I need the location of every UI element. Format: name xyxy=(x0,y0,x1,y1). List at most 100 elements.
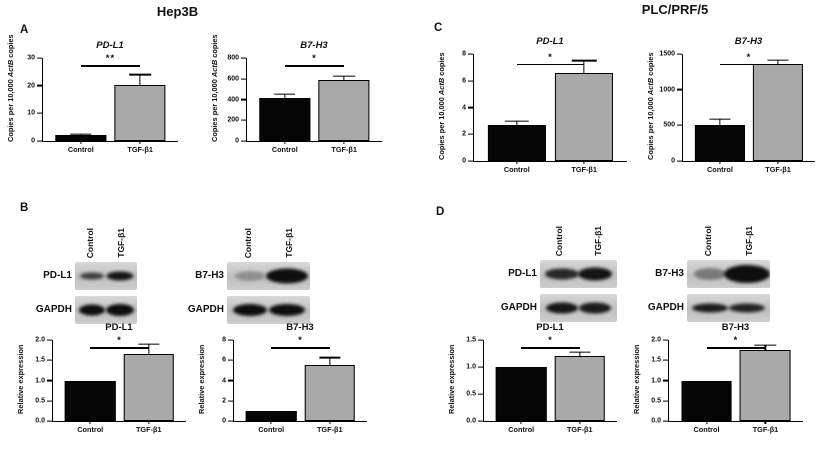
band-control xyxy=(79,304,106,316)
band-tgfb1 xyxy=(106,271,134,281)
y-tick-label: 1.5 xyxy=(466,336,476,344)
y-tick xyxy=(663,400,668,402)
bar-control xyxy=(694,124,746,161)
y-axis-label: Relative expression xyxy=(447,344,456,414)
x-tick xyxy=(329,421,331,424)
error-bar-cap xyxy=(767,59,789,62)
error-bar-cap xyxy=(70,133,92,135)
y-tick xyxy=(468,133,473,135)
x-tick xyxy=(89,421,91,424)
plot-area: 0 2 4 6 8 Control TGF-β1 * xyxy=(462,51,627,173)
y-tick xyxy=(677,89,682,91)
y-tick xyxy=(663,339,668,341)
error-bar xyxy=(148,344,150,355)
lane-label-text: TGF-β1 xyxy=(744,226,754,256)
panel-label-d: D xyxy=(436,206,445,218)
lane-labels: Control TGF-β1 xyxy=(687,206,770,256)
lane-label-control: Control xyxy=(75,228,106,258)
y-tick-label: 0 xyxy=(235,137,239,145)
plot-area: 0 10 20 30 Control TGF-β1 ** xyxy=(27,53,178,153)
western-blot-plc-pdl1: Control TGF-β1 PD-L1 GAPDH xyxy=(491,206,617,328)
blot-row: B7-H3 xyxy=(638,260,770,288)
x-tick xyxy=(80,141,82,144)
y-tick xyxy=(677,124,682,126)
blot-row: PD-L1 xyxy=(491,260,617,288)
significance-stars: * xyxy=(548,51,553,63)
y-tick-label: 0.0 xyxy=(35,417,45,425)
y-tick xyxy=(663,359,668,361)
y-tick-label: 4 xyxy=(462,104,466,111)
x-tick xyxy=(139,141,141,144)
band-tgfb1 xyxy=(105,304,134,316)
y-tick xyxy=(47,379,52,382)
y-tick-label: 10 xyxy=(27,109,35,117)
chart-title: PD-L1 xyxy=(536,322,564,333)
significance-stars: * xyxy=(117,335,122,347)
significance-line xyxy=(271,347,330,349)
band-control xyxy=(692,303,729,313)
bar-chart-plc-western-pdl1: PD-L1 Relative expression 0.0 0.5 1.0 1.5 Cont… xyxy=(447,322,627,448)
chart-title: B7-H3 xyxy=(734,36,763,47)
y-axis-label: Copies per 10,000 ActB copies xyxy=(210,34,219,142)
significance-stars: ** xyxy=(105,53,116,65)
band-control xyxy=(235,271,266,281)
plot-area: 0 2 4 6 8 Control TGF-β1 * xyxy=(222,336,367,433)
plot-area: 0 500 1000 1500 Control TGF-β1 * xyxy=(659,51,815,173)
blot-membrane xyxy=(540,294,617,322)
western-blot-plc-b7h3: Control TGF-β1 B7-H3 GAPDH xyxy=(638,206,770,328)
y-tick xyxy=(241,78,246,80)
error-bar xyxy=(329,357,331,366)
bar-control xyxy=(55,134,107,141)
bar-tgfb1 xyxy=(752,64,804,161)
lane-label-text: TGF-β1 xyxy=(592,226,603,256)
bar-chart-plc-qpcr-pdl1: PD-L1 Copies per 10,000 ActB copies 0 2 4 6 8 C… xyxy=(437,36,637,188)
western-blot-hep3b-b7h3: Control TGF-β1 B7-H3 GAPDH xyxy=(178,208,310,330)
band-tgfb1 xyxy=(578,267,613,281)
lane-label-tgfb1: TGF-β1 xyxy=(269,228,311,258)
y-tick-label: 2 xyxy=(462,130,466,138)
x-tick xyxy=(516,161,518,164)
bar-tgfb1 xyxy=(318,80,370,141)
y-axis-label: Copies per 10,000 ActB copies xyxy=(6,34,15,142)
significance-line xyxy=(706,347,766,349)
y-tick-label: 4 xyxy=(222,377,226,384)
y-tick xyxy=(37,85,42,87)
panel-label-b: B xyxy=(20,202,29,214)
y-tick xyxy=(228,359,233,361)
cell-line-title-plcprf5: PLC/PRF/5 xyxy=(641,2,709,17)
y-tick xyxy=(37,57,42,59)
bar-tgfb1 xyxy=(123,354,175,421)
significance-stars: * xyxy=(548,335,553,347)
y-axis-label: Copies per 10,000 ActB copies xyxy=(646,52,655,160)
bar-tgfb1 xyxy=(304,365,356,421)
y-tick-label: 30 xyxy=(27,54,35,62)
y-tick-label: 0.5 xyxy=(35,397,45,405)
error-bar xyxy=(284,94,286,99)
panel-label-a: A xyxy=(20,24,29,36)
plot-area: 0.0 0.5 1.0 1.5 Control TGF-β1 * xyxy=(466,336,617,433)
x-tick xyxy=(343,141,345,144)
y-tick xyxy=(228,379,233,382)
y-tick-label: 600 xyxy=(227,75,239,83)
error-bar-cap xyxy=(129,73,151,76)
error-bar-cap xyxy=(333,75,355,77)
significance-line xyxy=(521,347,580,349)
y-axis-label: Relative expression xyxy=(197,344,206,414)
x-category-label: Control xyxy=(706,165,733,174)
y-tick xyxy=(37,140,42,142)
lane-label-text: Control xyxy=(554,225,564,256)
y-tick-label: 0 xyxy=(462,157,466,165)
error-bar-cap xyxy=(504,120,530,122)
x-category-label: Control xyxy=(67,145,94,154)
x-category-label: Control xyxy=(258,425,285,434)
chart-title: PD-L1 xyxy=(96,40,124,51)
significance-line xyxy=(90,347,149,349)
y-tick-label: 6 xyxy=(462,77,466,85)
error-bar xyxy=(777,60,779,65)
x-category-label: Control xyxy=(271,145,298,154)
y-tick-label: 400 xyxy=(227,96,239,103)
y-tick-label: 0.5 xyxy=(466,390,476,398)
blot-row: GAPDH xyxy=(26,296,137,324)
y-tick-label: 200 xyxy=(227,116,239,124)
